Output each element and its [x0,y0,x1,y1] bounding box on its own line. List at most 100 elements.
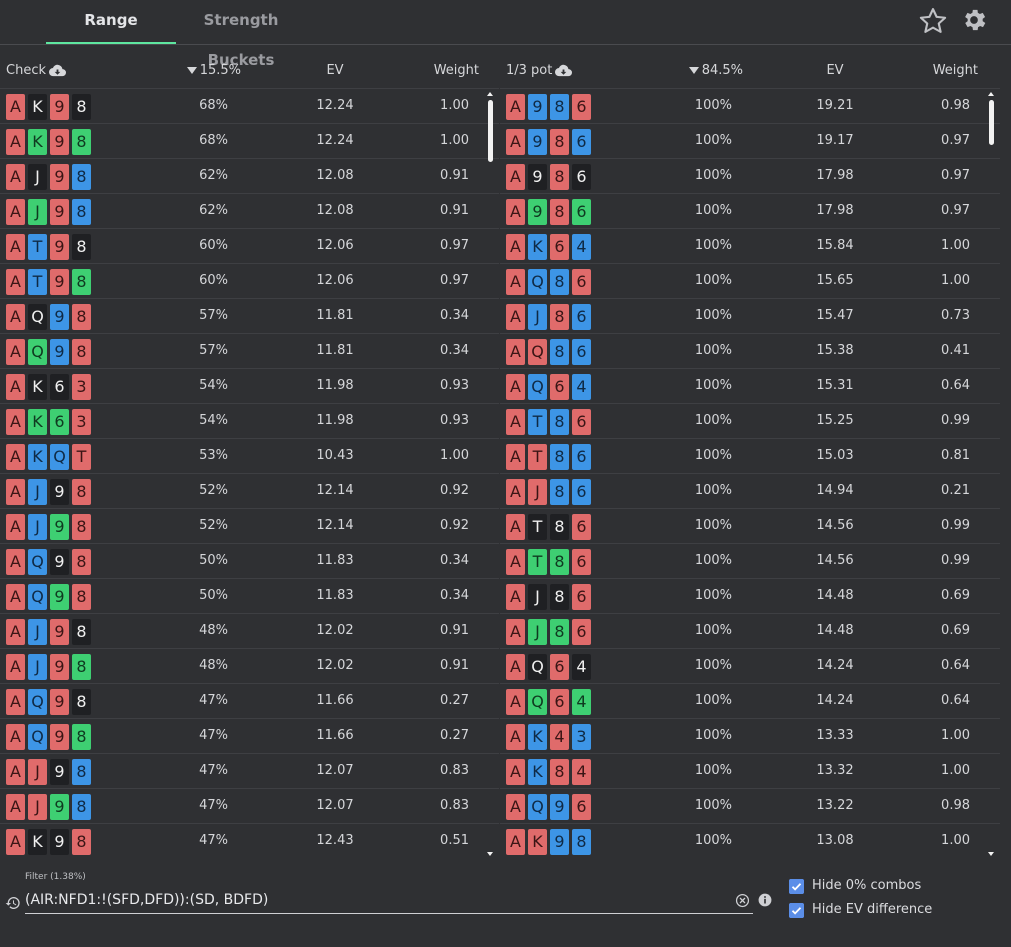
clear-icon[interactable] [735,893,750,908]
playing-card: A [506,339,525,365]
table-row[interactable]: A Q 9 8 47% 11.66 0.27 [0,683,499,718]
scrollbar[interactable] [987,92,997,858]
hide-ev-difference-label: Hide EV difference [812,902,933,917]
weight-header[interactable]: Weight [932,63,978,78]
hide-zero-combos-checkbox[interactable] [789,879,804,894]
star-icon[interactable] [918,6,948,36]
table-row[interactable]: A T 8 6 100% 15.25 0.99 [500,403,1000,438]
weight-cell: 0.83 [440,763,469,778]
table-row[interactable]: A K 9 8 68% 12.24 1.00 [0,88,499,123]
table-row[interactable]: A J 8 6 100% 15.47 0.73 [500,298,1000,333]
ev-cell: 11.81 [316,308,354,323]
frequency-cell: 100% [694,238,732,253]
table-row[interactable]: A 9 8 6 100% 17.98 0.97 [500,193,1000,228]
playing-card: 8 [550,549,569,575]
playing-card: A [506,654,525,680]
table-row[interactable]: A Q 8 6 100% 15.38 0.41 [500,333,1000,368]
table-row[interactable]: A K 9 8 47% 12.43 0.51 [0,823,499,858]
table-row[interactable]: A 9 8 6 100% 19.17 0.97 [500,123,1000,158]
ev-header[interactable]: EV [326,63,344,78]
gear-icon[interactable] [960,6,988,34]
action-name-header[interactable]: Check [6,63,66,78]
table-row[interactable]: A Q 9 6 100% 13.22 0.98 [500,788,1000,823]
table-row[interactable]: A K 6 3 54% 11.98 0.93 [0,403,499,438]
table-row[interactable]: A K Q T 53% 10.43 1.00 [0,438,499,473]
scroll-up-arrow[interactable] [988,92,994,96]
table-row[interactable]: A K 9 8 68% 12.24 1.00 [0,123,499,158]
scroll-thumb[interactable] [488,100,493,162]
playing-card: Q [28,549,47,575]
playing-card: K [28,94,47,120]
action-name-header[interactable]: 1/3 pot [506,63,573,78]
table-row[interactable]: A J 9 8 62% 12.08 0.91 [0,193,499,228]
table-row[interactable]: A J 9 8 52% 12.14 0.92 [0,508,499,543]
scroll-down-arrow[interactable] [487,852,493,856]
table-row[interactable]: A J 9 8 47% 12.07 0.83 [0,788,499,823]
table-row[interactable]: A T 9 8 60% 12.06 0.97 [0,263,499,298]
table-row[interactable]: A J 8 6 100% 14.48 0.69 [500,613,1000,648]
hide-ev-difference-checkbox[interactable] [789,903,804,918]
playing-card: A [506,129,525,155]
table-row[interactable]: A Q 9 8 50% 11.83 0.34 [0,578,499,613]
table-row[interactable]: A T 8 6 100% 15.03 0.81 [500,438,1000,473]
table-row[interactable]: A J 9 8 62% 12.08 0.91 [0,158,499,193]
playing-card: J [28,794,47,820]
table-row[interactable]: A T 9 8 60% 12.06 0.97 [0,228,499,263]
table-row[interactable]: A Q 8 6 100% 15.65 1.00 [500,263,1000,298]
table-row[interactable]: A Q 6 4 100% 14.24 0.64 [500,648,1000,683]
playing-card: 9 [50,549,69,575]
cloud-download-icon[interactable] [49,64,66,77]
tab-range[interactable]: Range [46,0,176,44]
frequency-cell: 60% [199,238,228,253]
frequency-cell: 50% [199,553,228,568]
playing-card: 6 [572,129,591,155]
table-row[interactable]: A K 9 8 100% 13.08 1.00 [500,823,1000,858]
scroll-up-arrow[interactable] [487,92,493,96]
cloud-download-icon[interactable] [555,64,573,77]
table-row[interactable]: A J 8 6 100% 14.94 0.21 [500,473,1000,508]
frequency-header[interactable]: 15.5% [131,63,241,78]
table-row[interactable]: A J 9 8 48% 12.02 0.91 [0,613,499,648]
table-row[interactable]: A J 9 8 52% 12.14 0.92 [0,473,499,508]
playing-card: 4 [572,234,591,260]
table-row[interactable]: A J 9 8 48% 12.02 0.91 [0,648,499,683]
history-icon[interactable] [5,895,21,911]
playing-card: 6 [550,654,569,680]
scrollbar[interactable] [486,92,496,858]
table-row[interactable]: A Q 6 4 100% 14.24 0.64 [500,683,1000,718]
table-row[interactable]: A T 8 6 100% 14.56 0.99 [500,508,1000,543]
filter-input[interactable] [25,887,753,914]
table-row[interactable]: A Q 9 8 57% 11.81 0.34 [0,333,499,368]
weight-cell: 0.97 [941,203,970,218]
table-row[interactable]: A T 8 6 100% 14.56 0.99 [500,543,1000,578]
ev-cell: 12.02 [316,658,354,673]
frequency-cell: 47% [199,833,228,848]
table-row[interactable]: A 9 8 6 100% 17.98 0.97 [500,158,1000,193]
table-row[interactable]: A K 8 4 100% 13.32 1.00 [500,753,1000,788]
frequency-header[interactable]: 84.5% [633,63,743,78]
playing-card: 9 [550,794,569,820]
table-row[interactable]: A K 6 3 54% 11.98 0.93 [0,368,499,403]
ev-header[interactable]: EV [826,63,844,78]
ev-cell: 15.47 [816,308,854,323]
table-row[interactable]: A Q 9 8 50% 11.83 0.34 [0,543,499,578]
tab-strength-buckets[interactable]: Strength Buckets [203,11,279,69]
info-icon[interactable] [758,893,772,907]
table-row[interactable]: A J 8 6 100% 14.48 0.69 [500,578,1000,613]
table-row[interactable]: A Q 6 4 100% 15.31 0.64 [500,368,1000,403]
table-row[interactable]: A Q 9 8 57% 11.81 0.34 [0,298,499,333]
table-row[interactable]: A J 9 8 47% 12.07 0.83 [0,753,499,788]
table-row[interactable]: A Q 9 8 47% 11.66 0.27 [0,718,499,753]
ev-cell: 10.43 [316,448,354,463]
scroll-down-arrow[interactable] [988,852,994,856]
scroll-thumb[interactable] [989,100,994,145]
weight-header[interactable]: Weight [433,63,479,78]
table-row[interactable]: A 9 8 6 100% 19.21 0.98 [500,88,1000,123]
table-row[interactable]: A K 6 4 100% 15.84 1.00 [500,228,1000,263]
table-row[interactable]: A K 4 3 100% 13.33 1.00 [500,718,1000,753]
playing-card: A [6,514,25,540]
ev-cell: 12.43 [316,833,354,848]
